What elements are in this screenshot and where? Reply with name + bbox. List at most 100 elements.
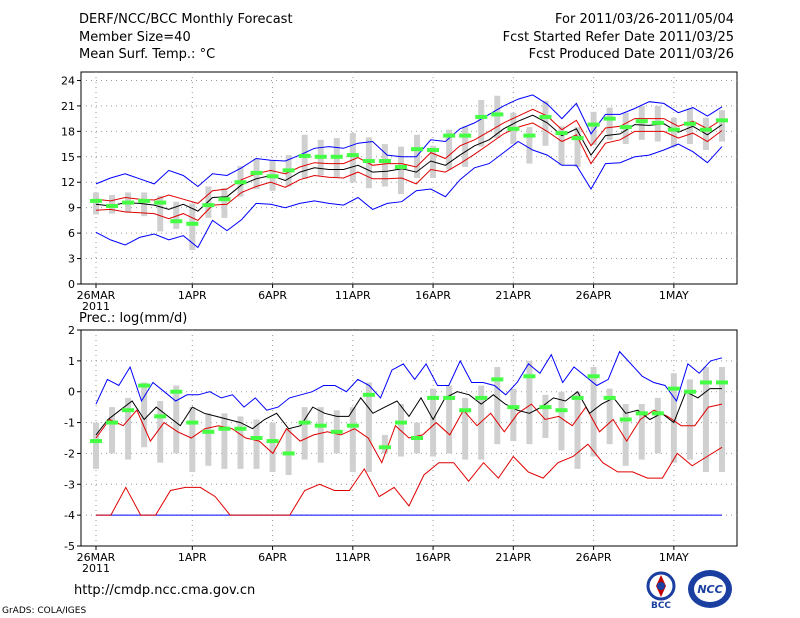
- ncc-logo-icon: NCC: [688, 570, 732, 608]
- temp-observed-marker: [523, 133, 536, 138]
- prec-spread-box: [125, 397, 132, 460]
- temp-spread-box: [173, 201, 180, 229]
- source-url[interactable]: http://cmdp.ncc.cma.gov.cn: [74, 583, 256, 598]
- temp-spread-box: [157, 195, 164, 232]
- prec-observed-marker: [683, 389, 696, 394]
- temp-observed-marker: [122, 200, 135, 205]
- temp-observed-marker: [170, 219, 183, 224]
- temp-spread-box: [526, 127, 533, 164]
- temp-y-tick-label: 9: [68, 202, 75, 215]
- prec-observed-marker: [635, 411, 648, 416]
- prec-spread-box: [542, 394, 549, 438]
- temp-observed-marker: [186, 221, 199, 226]
- prec-spread-box: [606, 388, 613, 445]
- ncc-logo-text: NCC: [697, 583, 722, 596]
- prec-observed-marker: [716, 380, 728, 385]
- prec-observed-marker: [218, 426, 231, 431]
- prec-y-tick-label: -1: [64, 417, 75, 430]
- prec-mean-line: [95, 388, 722, 436]
- prec-spread-box: [670, 373, 677, 463]
- prec-spread-box: [686, 379, 693, 460]
- temp-observed-marker: [427, 148, 440, 153]
- temp-observed-marker: [90, 198, 102, 203]
- produced-date: Fcst Produced Date 2011/03/26: [528, 47, 734, 62]
- prec-observed-marker: [250, 436, 263, 440]
- started-date: Fcst Started Refer Date 2011/03/25: [502, 30, 734, 45]
- temp-observed-marker: [250, 170, 263, 175]
- prec-observed-marker: [523, 374, 536, 379]
- prec-spread-box: [702, 367, 709, 472]
- prec-observed-marker: [154, 414, 167, 419]
- prec-observed-marker: [443, 395, 456, 400]
- prec-spread-box: [221, 413, 228, 469]
- prec-spread-box: [494, 367, 501, 445]
- bcc-logo-text: BCC: [651, 601, 671, 610]
- temp-spread-box: [558, 126, 565, 166]
- prec-observed-marker: [507, 405, 520, 410]
- prec-observed-marker: [314, 423, 327, 428]
- temp-observed-marker: [699, 127, 712, 132]
- prec-spread-box: [93, 422, 99, 469]
- temp-spread-box: [446, 129, 453, 170]
- prec-y-tick-label: -5: [64, 540, 75, 553]
- temp-spread-box: [93, 192, 99, 215]
- prec-observed-marker: [298, 420, 311, 425]
- variable-label: Mean Surf. Temp.: °C: [79, 47, 216, 62]
- prec-lower-red-line: [96, 443, 723, 516]
- temp-spread-box: [719, 110, 725, 142]
- prec-x-tick-label: 16APR: [415, 551, 451, 564]
- prec-spread-box: [510, 388, 517, 442]
- temp-spread-box: [670, 117, 677, 147]
- temp-upper-red-line: [95, 108, 723, 204]
- prec-observed-marker: [394, 420, 407, 425]
- temp-x-tick-label: 26APR: [576, 289, 612, 302]
- prec-observed-marker: [411, 436, 424, 440]
- temp-observed-marker: [106, 203, 119, 208]
- prec-observed-marker: [459, 408, 472, 413]
- prec-observed-marker: [378, 445, 391, 450]
- prec-observed-marker: [170, 389, 183, 394]
- prec-observed-marker: [266, 439, 279, 444]
- temp-x-tick-label: 6APR: [258, 289, 287, 302]
- prec-observed-marker: [651, 411, 664, 416]
- forecast-period: For 2011/03/26-2011/05/04: [555, 12, 734, 27]
- prec-spread-box: [141, 382, 148, 448]
- temp-observed-marker: [571, 136, 584, 141]
- temp-observed-marker: [154, 200, 167, 205]
- prec-spread-box: [301, 407, 308, 460]
- temp-y-tick-label: 15: [61, 151, 75, 164]
- temp-y-tick-label: 21: [61, 100, 75, 113]
- prec-observed-marker: [603, 395, 616, 400]
- temp-spread-box: [189, 203, 196, 251]
- temp-x-tick-label: 26MAR: [77, 289, 116, 302]
- temp-observed-marker: [539, 114, 552, 119]
- prec-observed-marker: [587, 374, 600, 379]
- prec-y-tick-label: -3: [64, 478, 75, 491]
- prec-spread-box: [269, 422, 276, 472]
- temp-spread-box: [574, 127, 581, 167]
- temp-x-tick-label: 1MAY: [659, 289, 689, 302]
- temp-observed-marker: [266, 174, 279, 179]
- prec-y-tick-label: 0: [68, 386, 75, 399]
- temp-y-tick-label: 3: [68, 253, 75, 266]
- temp-observed-marker: [282, 168, 295, 173]
- temp-observed-marker: [346, 153, 359, 158]
- temp-x-tick-label: 1APR: [178, 289, 207, 302]
- prec-spread-box: [638, 404, 645, 460]
- temp-observed-marker: [555, 131, 568, 136]
- bcc-logo-icon: BCC: [646, 571, 676, 610]
- prec-y-tick-label: 2: [68, 324, 75, 337]
- prec-spread-box: [558, 391, 565, 451]
- prec-observed-marker: [122, 408, 135, 413]
- prec-spread-box: [526, 360, 533, 445]
- prec-observed-marker: [90, 439, 102, 444]
- prec-observed-marker: [282, 451, 295, 456]
- prec-observed-marker: [619, 417, 632, 422]
- prec-spread-box: [478, 385, 485, 460]
- prec-spread-box: [365, 382, 372, 472]
- temp-mean-line: [95, 114, 723, 212]
- temp-spread-box: [494, 95, 501, 139]
- temp-spread-box: [590, 111, 597, 145]
- prec-observed-marker: [138, 383, 151, 388]
